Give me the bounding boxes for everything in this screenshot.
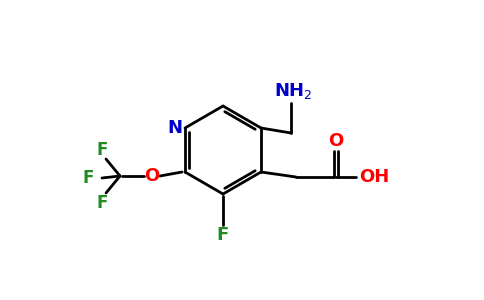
- Text: O: O: [144, 167, 160, 185]
- Text: N: N: [167, 119, 182, 137]
- Text: OH: OH: [359, 168, 389, 186]
- Text: NH$_2$: NH$_2$: [274, 81, 312, 101]
- Text: F: F: [217, 226, 229, 244]
- Text: F: F: [96, 141, 107, 159]
- Text: F: F: [96, 194, 107, 212]
- Text: O: O: [328, 132, 344, 150]
- Text: F: F: [82, 169, 94, 187]
